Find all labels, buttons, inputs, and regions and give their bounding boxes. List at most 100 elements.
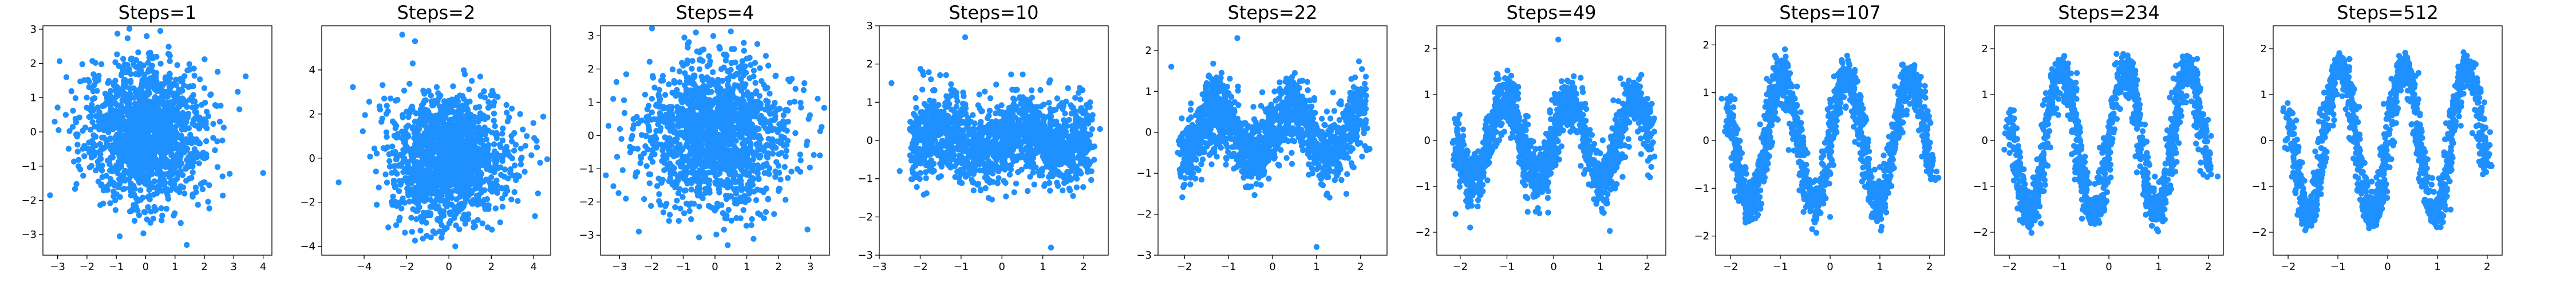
scatter-point xyxy=(94,88,100,93)
scatter-point xyxy=(472,181,477,187)
scatter-point xyxy=(404,165,410,170)
scatter-point xyxy=(144,33,149,39)
scatter-point xyxy=(686,39,692,45)
scatter-point xyxy=(798,157,804,163)
scatter-point xyxy=(750,104,756,110)
scatter-point xyxy=(497,220,503,225)
scatter-point xyxy=(146,50,152,56)
scatter-point xyxy=(76,163,81,169)
scatter-point xyxy=(473,198,479,204)
scatter-point xyxy=(160,175,165,181)
scatter-point xyxy=(413,185,418,190)
scatter-point xyxy=(615,190,621,196)
scatter-point xyxy=(697,67,702,72)
scatter-point xyxy=(603,173,609,178)
scatter-point xyxy=(446,129,452,135)
scatter-point xyxy=(214,103,219,109)
scatter-point xyxy=(685,45,690,50)
scatter-point xyxy=(138,173,144,179)
scatter-point xyxy=(515,198,520,204)
scatter-point xyxy=(702,190,708,196)
scatter-point xyxy=(493,178,499,183)
scatter-point xyxy=(392,120,397,126)
scatter-point xyxy=(399,128,405,134)
scatter-point xyxy=(374,202,380,208)
scatter-point xyxy=(481,187,487,193)
scatter-point xyxy=(752,80,758,85)
scatter-point xyxy=(693,29,699,35)
scatter-point xyxy=(178,149,184,155)
scatter-point xyxy=(63,112,69,118)
scatter-point xyxy=(387,163,393,169)
scatter-point xyxy=(434,84,440,90)
x-tick-label: 2 xyxy=(201,261,207,273)
scatter-point xyxy=(435,173,441,178)
scatter-point xyxy=(528,153,534,158)
scatter-point xyxy=(676,218,682,224)
subplot-title: Steps=4 xyxy=(676,2,754,24)
scatter-point xyxy=(184,242,189,248)
scatter-point xyxy=(740,68,746,73)
scatter-point xyxy=(674,198,679,204)
scatter-point xyxy=(173,110,179,115)
y-tick-label: −2 xyxy=(579,196,594,208)
scatter-point xyxy=(124,99,129,105)
scatter-point xyxy=(104,125,109,131)
scatter-point xyxy=(460,107,465,113)
scatter-point xyxy=(650,141,656,147)
scatter-point xyxy=(450,162,456,167)
scatter-point xyxy=(606,123,611,128)
scatter-point xyxy=(679,60,685,66)
scatter-point xyxy=(668,107,674,112)
scatter-point xyxy=(386,151,392,157)
scatter-point xyxy=(692,169,697,175)
scatter-point xyxy=(460,114,466,120)
scatter-point xyxy=(623,71,629,77)
scatter-point xyxy=(430,228,436,234)
x-tick-label: −4 xyxy=(357,261,372,273)
scatter-point xyxy=(107,200,113,206)
x-tick-label: 0 xyxy=(445,261,452,273)
scatter-point xyxy=(367,154,373,159)
scatter-point xyxy=(183,139,189,144)
scatter-point xyxy=(424,177,429,183)
scatter-point xyxy=(410,60,416,66)
scatter-point xyxy=(362,112,368,118)
scatter-point xyxy=(408,106,414,111)
scatter-point xyxy=(491,141,497,147)
scatter-point xyxy=(127,160,133,166)
scatter-point xyxy=(733,186,739,192)
scatter-point xyxy=(692,161,698,167)
scatter-point xyxy=(133,108,139,114)
scatter-point xyxy=(797,169,803,174)
y-tick-label: 2 xyxy=(309,108,315,120)
scatter-point xyxy=(767,91,772,96)
scatter-point xyxy=(118,71,124,77)
scatter-point xyxy=(163,143,168,149)
scatter-point xyxy=(746,191,752,197)
scatter-point xyxy=(89,163,94,169)
scatter-point xyxy=(100,201,106,206)
scatter-point xyxy=(66,128,72,134)
scatter-point xyxy=(57,58,62,64)
scatter-point xyxy=(160,163,166,169)
scatter-point xyxy=(662,134,667,140)
scatter-point xyxy=(726,142,732,147)
scatter-point xyxy=(928,76,934,82)
x-tick-label: 0 xyxy=(712,261,718,273)
scatter-point xyxy=(153,207,159,213)
scatter-point xyxy=(179,119,185,125)
scatter-point xyxy=(648,135,654,140)
scatter-point xyxy=(479,162,485,168)
scatter-point xyxy=(410,206,416,212)
scatter-point xyxy=(183,166,188,171)
scatter-point xyxy=(658,125,663,131)
scatter-point xyxy=(725,185,730,190)
scatter-point xyxy=(797,100,803,106)
scatter-point xyxy=(706,154,712,159)
y-tick-label: 0 xyxy=(30,126,37,138)
scatter-point xyxy=(472,223,478,229)
scatter-point xyxy=(220,173,226,179)
scatter-point xyxy=(393,203,399,209)
